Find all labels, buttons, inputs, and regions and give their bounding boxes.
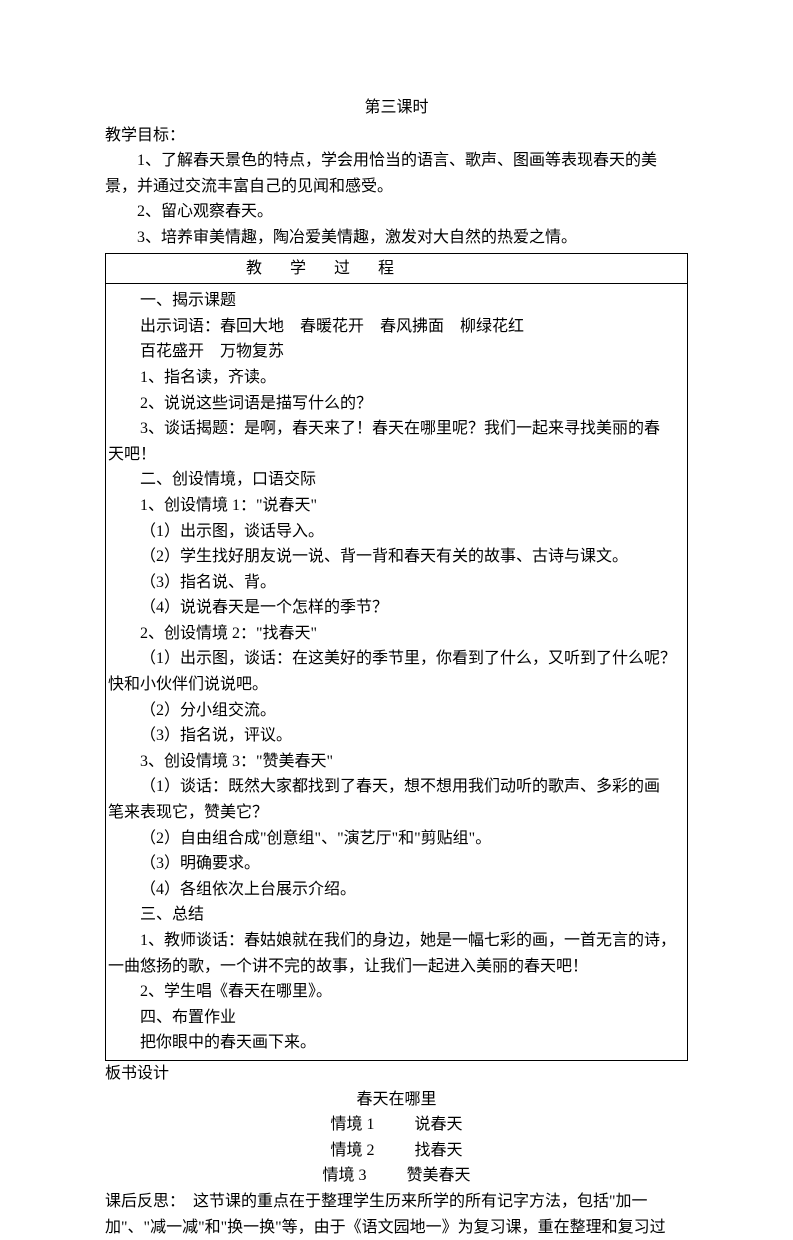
goal-3: 3、培养审美情趣，陶冶爱美情趣，激发对大自然的热爱之情。 [105,225,688,251]
banshu-title: 春天在哪里 [105,1087,688,1113]
goal-1: 1、了解春天景色的特点，学会用恰当的语言、歌声、图画等表现春天的美景，并通过交流… [105,148,688,199]
banshu-left: 情境 2 [330,1142,374,1159]
process-line: 2、学生唱《春天在哪里》。 [106,979,687,1005]
process-line: （2）自由组合成"创意组"、"演艺厅"和"剪贴组"。 [106,826,687,852]
process-line: 2、创设情境 2："找春天" [106,621,687,647]
section-1-title: 一、揭示课题 [106,288,687,314]
process-line: （1）出示图，谈话：在这美好的季节里，你看到了什么，又听到了什么呢？ [106,646,687,672]
banshu-right: 说春天 [415,1116,463,1133]
banshu-row-3: 情境 3 赞美春天 [105,1163,688,1189]
process-line: 百花盛开 万物复苏 [106,339,687,365]
section-2-title: 二、创设情境，口语交际 [106,467,687,493]
process-line: （4）各组依次上台展示介绍。 [106,877,687,903]
process-line: （3）明确要求。 [106,851,687,877]
process-line: 1、创设情境 1："说春天" [106,493,687,519]
process-body: 一、揭示课题 出示词语：春回大地 春暖花开 春风拂面 柳绿花红 百花盛开 万物复… [106,284,687,1060]
process-line-wrap: 天吧！ [106,442,687,468]
lesson-title: 第三课时 [105,95,688,121]
process-line-wrap: 笔来表现它，赞美它？ [106,800,687,826]
process-line: （1）出示图，谈话导入。 [106,519,687,545]
section-4-title: 四、布置作业 [106,1005,687,1031]
banshu-left: 情境 1 [330,1116,374,1133]
reflection-text: 这节课的重点在于整理学生历来所学的所有记字方法，包括"加一加"、"减一减"和"换… [105,1193,666,1236]
banshu-right: 找春天 [415,1142,463,1159]
process-table: 教 学 过 程 一、揭示课题 出示词语：春回大地 春暖花开 春风拂面 柳绿花红 … [105,253,688,1061]
process-header-cell: 教 学 过 程 [106,254,687,285]
process-line: 3、创设情境 3："赞美春天" [106,749,687,775]
banshu-row-1: 情境 1 说春天 [105,1112,688,1138]
process-line-wrap: 快和小伙伴们说说吧。 [106,672,687,698]
process-line: （4）说说春天是一个怎样的季节？ [106,595,687,621]
banshu-label: 板书设计 [105,1061,688,1087]
process-line: 1、指名读，齐读。 [106,365,687,391]
process-line: （2）学生找好朋友说一说、背一背和春天有关的故事、古诗与课文。 [106,544,687,570]
banshu-left: 情境 3 [322,1167,366,1184]
reflection-label: 课后反思： [105,1193,177,1210]
goal-2: 2、留心观察春天。 [105,199,688,225]
reflection: 课后反思： 这节课的重点在于整理学生历来所学的所有记字方法，包括"加一加"、"减… [105,1189,688,1240]
section-3-title: 三、总结 [106,902,687,928]
goals-label: 教学目标： [105,123,688,149]
process-line: 3、谈话揭题：是啊，春天来了！春天在哪里呢？我们一起来寻找美丽的春 [106,416,687,442]
banshu-right: 赞美春天 [407,1167,471,1184]
process-line: （2）分小组交流。 [106,698,687,724]
process-line: （3）指名说、背。 [106,570,687,596]
process-line: 2、说说这些词语是描写什么的？ [106,391,687,417]
banshu-row-2: 情境 2 找春天 [105,1138,688,1164]
process-line-wrap: 一曲悠扬的歌，一个讲不完的故事，让我们一起进入美丽的春天吧！ [106,954,687,980]
process-line: 出示词语：春回大地 春暖花开 春风拂面 柳绿花红 [106,314,687,340]
process-header-text: 教 学 过 程 [246,260,406,277]
process-line: 把你眼中的春天画下来。 [106,1030,687,1056]
process-line: （3）指名说，评议。 [106,723,687,749]
process-line: （1）谈话：既然大家都找到了春天，想不想用我们动听的歌声、多彩的画 [106,774,687,800]
process-line: 1、教师谈话：春姑娘就在我们的身边，她是一幅七彩的画，一首无言的诗， [106,928,687,954]
